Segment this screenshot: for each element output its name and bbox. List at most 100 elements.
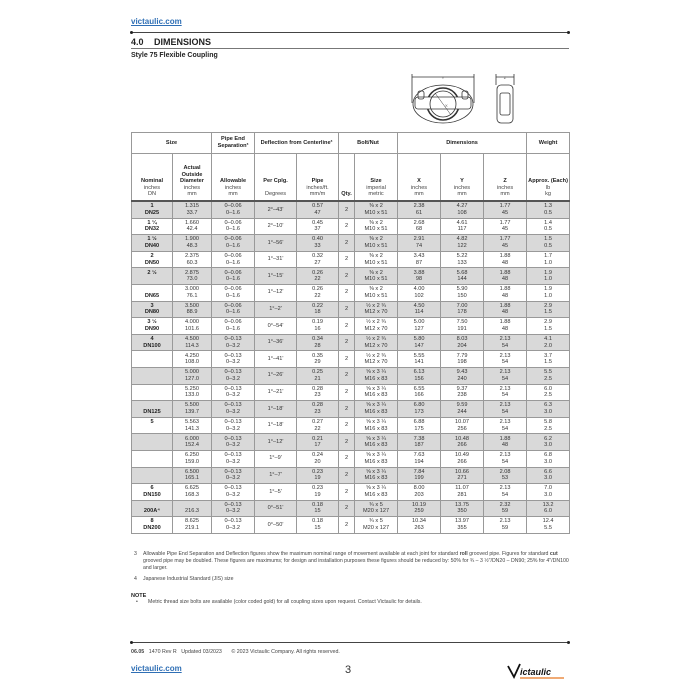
diagram-label-z: Z bbox=[504, 75, 507, 80]
table-cell bbox=[131, 466, 173, 485]
table-cell: 0–0.13 0–3.2 bbox=[211, 516, 256, 534]
table-row: 5.250 133.0 0–0.13 0–3.2 1°–21' 0.28 23 2 ⅝ x 3 … bbox=[131, 383, 571, 402]
table-cell: ⅜ x 2 M10 x 51 bbox=[354, 217, 399, 236]
table-cell: 2.375 60.3 bbox=[171, 250, 213, 269]
column-unit: Degrees bbox=[264, 191, 287, 198]
cell-value: 73.0 bbox=[186, 276, 198, 283]
column-header: Nominal inches DN bbox=[131, 153, 173, 202]
cell-value: 48 bbox=[501, 442, 509, 449]
table-row: 5.000 127.0 0–0.13 0–3.2 1°–26' 0.25 21 2 ⅝ x 3 … bbox=[131, 366, 571, 385]
table-row: 4.250 108.0 0–0.13 0–3.2 1°–41' 0.35 29 2 ½ x 2 … bbox=[131, 350, 571, 368]
column-header: Per Cplg. Degrees bbox=[254, 153, 298, 202]
cell-value: 45 bbox=[501, 242, 509, 249]
table-cell: 9.37 238 bbox=[440, 383, 485, 402]
column-unit: inches bbox=[224, 184, 242, 191]
cell-value: 2 bbox=[344, 272, 349, 279]
table-cell: 1°–56' bbox=[254, 234, 298, 252]
cell-value: 2 bbox=[344, 289, 349, 296]
table-cell: 1.88 48 bbox=[483, 283, 528, 302]
cell-value: 0–1.6 bbox=[226, 226, 241, 233]
cell-value: 0–3.2 bbox=[226, 508, 241, 515]
table-cell: 8 DN200 bbox=[131, 516, 173, 534]
table-cell: 10.34 263 bbox=[397, 516, 442, 534]
table-cell: 1 ¼ DN32 bbox=[131, 217, 173, 236]
table-cell: ⅜ x 2 M10 x 51 bbox=[354, 267, 399, 285]
cell-value: 28 bbox=[314, 342, 321, 349]
cell-value: 4.61 bbox=[456, 219, 468, 226]
cell-value: DN100 bbox=[143, 342, 161, 349]
table-cell: 3.500 88.9 bbox=[171, 300, 213, 319]
footnote-mark: 4 bbox=[134, 576, 137, 582]
cell-value: 2 bbox=[344, 521, 349, 528]
table-cell: DN65 bbox=[131, 283, 173, 302]
table-cell: 0–0.06 0–1.6 bbox=[211, 317, 256, 335]
cell-value: ½ x 2 ¾ bbox=[366, 302, 386, 309]
column-title: Z bbox=[503, 178, 507, 185]
cell-value: 1.7 bbox=[544, 252, 552, 259]
cell-value: 173 bbox=[414, 408, 424, 415]
cell-value: M12 x 70 bbox=[364, 342, 388, 349]
cell-value: 7.50 bbox=[456, 319, 468, 326]
cell-value: 102 bbox=[414, 292, 424, 299]
cell-value: 0–0.06 bbox=[224, 302, 242, 309]
column-unit bbox=[256, 185, 295, 192]
cell-value: 0–0.13 bbox=[224, 518, 242, 525]
cell-value: M16 x 83 bbox=[364, 392, 388, 399]
cell-value: 4.00 bbox=[413, 286, 425, 293]
table-cell: 0–0.06 0–1.6 bbox=[211, 234, 256, 252]
cell-value: DN150 bbox=[143, 491, 161, 498]
table-cell: ⅝ x 3 ¼ M16 x 83 bbox=[354, 449, 399, 468]
cell-value: ⅝ x 3 ¼ bbox=[366, 452, 386, 459]
cell-value: 0.19 bbox=[312, 319, 323, 326]
cell-value: 87 bbox=[415, 259, 423, 266]
cell-value: 5 bbox=[150, 418, 154, 425]
cell-value: 117 bbox=[457, 226, 467, 233]
cell-value: 0–0.13 bbox=[224, 418, 242, 425]
column-unit: inches bbox=[143, 184, 161, 191]
cell-value: 6 bbox=[150, 485, 154, 492]
cell-value: 23 bbox=[314, 408, 321, 415]
table-cell: 7.63 194 bbox=[397, 449, 442, 468]
cell-value: 27 bbox=[314, 259, 321, 266]
cell-value: 6.2 bbox=[544, 435, 552, 442]
cell-value: DN125 bbox=[143, 408, 161, 415]
cell-value: 54 bbox=[501, 491, 509, 498]
cell-value: M20 x 127 bbox=[362, 508, 390, 515]
cell-value: 9.59 bbox=[456, 402, 468, 409]
column-title: Per Cplg. bbox=[263, 178, 288, 185]
table-cell: 6.250 159.0 bbox=[171, 449, 213, 468]
column-header: Pipe inches/ft. mm/m bbox=[296, 153, 340, 202]
table-cell: 2.13 54 bbox=[483, 400, 528, 418]
table-cell: 5 bbox=[131, 416, 173, 435]
cell-value: 3 ½ bbox=[147, 319, 157, 326]
cell-value: 4.500 bbox=[185, 335, 199, 342]
header-site-link[interactable]: victaulic.com bbox=[131, 17, 182, 26]
table-cell: 1.4 0.5 bbox=[526, 217, 571, 236]
group-header-separation: Pipe End Separation³ bbox=[211, 132, 256, 154]
table-cell: 0.24 20 bbox=[296, 449, 340, 468]
table-cell: 0–0.06 0–1.6 bbox=[211, 300, 256, 319]
table-cell: 1.315 33.7 bbox=[171, 200, 213, 219]
cell-value: M10 x 51 bbox=[364, 292, 388, 299]
footer-site-link[interactable]: victaulic.com bbox=[131, 664, 182, 673]
table-cell: 1.9 1.0 bbox=[526, 283, 571, 302]
cell-value: 59 bbox=[501, 525, 509, 532]
table-cell: 0–0.13 0–3.2 bbox=[211, 416, 256, 435]
cell-value: 1°–36' bbox=[267, 339, 284, 346]
table-cell: 2 bbox=[338, 416, 356, 435]
group-header-weight: Weight bbox=[526, 132, 571, 154]
cell-value bbox=[133, 369, 171, 376]
cell-value: 45 bbox=[501, 209, 509, 216]
table-cell: ⅝ x 3 ¼ M16 x 83 bbox=[354, 366, 399, 385]
cell-value: 168.3 bbox=[185, 491, 199, 498]
table-cell: 3.43 87 bbox=[397, 250, 442, 269]
table-cell: 2.13 54 bbox=[483, 416, 528, 435]
cell-value: 2.32 bbox=[499, 501, 511, 508]
cell-value: 1 ¼ bbox=[147, 219, 157, 226]
cell-value: 88.9 bbox=[186, 309, 198, 316]
cell-value: 5.80 bbox=[413, 335, 425, 342]
column-unit: mm bbox=[228, 191, 238, 198]
cell-value: 4.250 bbox=[185, 352, 199, 359]
cell-value: 0–0.06 bbox=[224, 236, 242, 243]
cell-value: 4 bbox=[150, 335, 154, 342]
